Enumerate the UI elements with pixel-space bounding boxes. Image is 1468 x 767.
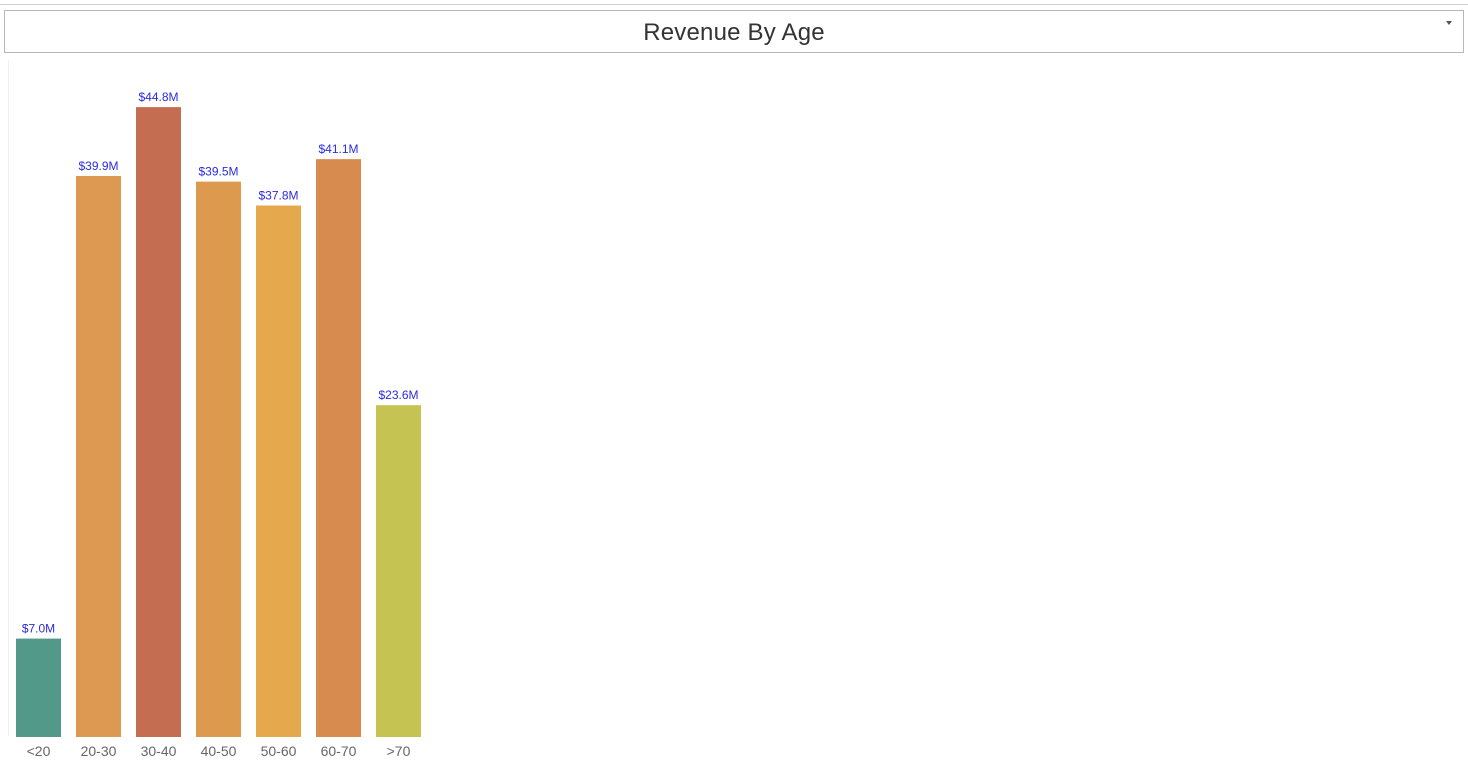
bar-3[interactable]: [196, 181, 241, 737]
axis-line: [8, 60, 9, 736]
x-tick-label-6: >70: [387, 743, 411, 759]
bar-1[interactable]: [76, 176, 121, 738]
x-tick-label-3: 40-50: [201, 743, 237, 759]
chevron-down-icon[interactable]: [1443, 17, 1457, 31]
chart-area: $7.0M <20 $39.9M 20-30 $44.8M 30-40 $39.5M 40-5…: [0, 58, 1468, 767]
bar-5[interactable]: [316, 159, 361, 737]
top-divider: [0, 4, 1468, 5]
bar-2[interactable]: [136, 107, 181, 737]
data-label-0: $7.0M: [22, 622, 55, 636]
x-tick-label-4: 50-60: [261, 743, 297, 759]
data-label-6: $23.6M: [378, 388, 418, 402]
bar-6[interactable]: [376, 405, 421, 737]
data-label-1: $39.9M: [78, 159, 118, 173]
bar-chart: $7.0M <20 $39.9M 20-30 $44.8M 30-40 $39.5M 40-5…: [16, 90, 421, 759]
page-title: Revenue By Age: [643, 19, 825, 46]
x-tick-label-2: 30-40: [141, 743, 177, 759]
x-tick-label-1: 20-30: [81, 743, 117, 759]
x-tick-label-5: 60-70: [321, 743, 357, 759]
bar-0[interactable]: [16, 638, 61, 737]
data-label-4: $37.8M: [258, 189, 298, 203]
data-label-5: $41.1M: [318, 142, 358, 156]
bar-4[interactable]: [256, 205, 301, 738]
title-bar: Revenue By Age: [4, 10, 1464, 53]
x-tick-label-0: <20: [27, 743, 51, 759]
data-label-2: $44.8M: [138, 90, 178, 104]
data-label-3: $39.5M: [198, 165, 238, 179]
